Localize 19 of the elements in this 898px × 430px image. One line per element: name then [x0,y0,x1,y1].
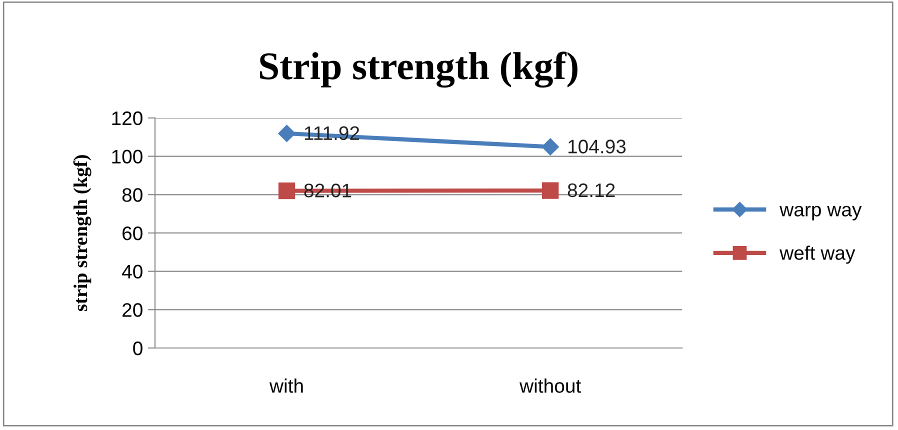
y-tick-label: 60 [122,226,142,240]
x-tick-label: without [520,378,581,393]
y-tick-label: 0 [133,341,142,356]
data-label: 104.93 [568,140,626,154]
y-tick-label: 20 [122,303,142,317]
x-tick-label: with [269,378,303,393]
point [278,182,296,200]
point [278,124,296,142]
data-label: 82.12 [568,183,615,198]
point [542,138,559,156]
point [542,182,559,199]
chart-title: Strip strength (kgf) [260,52,578,88]
y-tick-label: 80 [122,188,142,202]
legend-label: warp way [780,206,862,220]
legend-label: weft way [780,246,856,264]
y-tick-label: 40 [122,264,142,279]
y-tick-label: 120 [112,111,142,126]
y-tick-label: 100 [112,150,142,164]
y-axis-title: strip strength (kgf) [73,155,92,312]
